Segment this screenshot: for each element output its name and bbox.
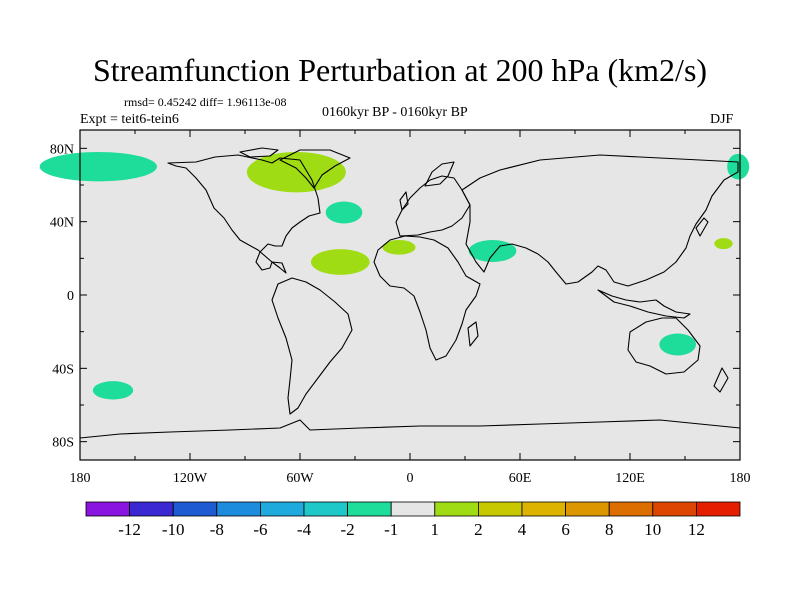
coast-australia bbox=[627, 317, 701, 375]
axis-ticks bbox=[79, 130, 741, 460]
colorbar-label: -2 bbox=[341, 520, 355, 539]
colorbar-swatch bbox=[434, 501, 479, 517]
stats-label: rmsd= 0.45242 diff= 1.96113e-08 bbox=[124, 95, 287, 109]
coast-scandinavia bbox=[424, 161, 455, 187]
coast-japan bbox=[695, 217, 709, 237]
coast-africa bbox=[373, 235, 481, 361]
colorbar-label: 6 bbox=[561, 520, 570, 539]
chart-title: Streamfunction Perturbation at 200 hPa (… bbox=[92, 52, 708, 88]
colorbar-label: 10 bbox=[644, 520, 661, 539]
season-label: DJF bbox=[710, 112, 734, 127]
colorbar-swatch bbox=[390, 501, 436, 517]
anomaly-pacific-positive bbox=[714, 238, 733, 250]
anomaly-alaska-negative bbox=[39, 152, 157, 182]
colorbar-label: -10 bbox=[162, 520, 185, 539]
anomaly-westafrica-positive bbox=[382, 240, 416, 255]
anomaly-northatlantic-negative bbox=[325, 201, 363, 224]
anomaly-greenland-positive bbox=[246, 152, 346, 193]
colorbar-label: 8 bbox=[605, 520, 614, 539]
colorbar-swatch bbox=[216, 501, 261, 517]
colorbar-label: 12 bbox=[688, 520, 705, 539]
anomaly-layer bbox=[39, 152, 750, 400]
anomaly-tropical-atlantic-positive bbox=[311, 249, 370, 275]
colorbar-swatch bbox=[347, 501, 392, 517]
lat-label: 40S bbox=[52, 362, 74, 377]
anomaly-arabia-negative bbox=[468, 240, 517, 262]
anomaly-southpacific-negative bbox=[92, 381, 134, 400]
coast-asia bbox=[461, 154, 739, 287]
coast-south-america bbox=[271, 277, 353, 415]
lon-label: 120W bbox=[173, 471, 208, 486]
colorbar-swatch bbox=[608, 501, 654, 517]
period-label: 0160kyr BP - 0160kyr BP bbox=[322, 105, 468, 120]
lat-label: 0 bbox=[67, 289, 74, 304]
coast-britain bbox=[399, 191, 409, 211]
colorbar-swatch bbox=[477, 501, 523, 517]
colorbar-label: -8 bbox=[210, 520, 224, 539]
coastlines bbox=[79, 147, 741, 439]
axis-labels: 80N 40N 0 40S 80S 180 120W 60W 0 60E 120E 180 bbox=[50, 142, 751, 486]
lon-label: 0 bbox=[407, 471, 414, 486]
lon-label: 180 bbox=[70, 471, 91, 486]
colorbar-swatch bbox=[565, 501, 610, 517]
coast-arctic-islands bbox=[239, 147, 279, 158]
colorbar: -12 -10 -8 -6 -4 -2 -1 1 2 4 6 8 10 12 bbox=[85, 501, 741, 539]
colorbar-label: 1 bbox=[431, 520, 440, 539]
lat-label: 80N bbox=[50, 142, 74, 157]
map-background bbox=[80, 130, 740, 460]
coast-antarctica bbox=[79, 419, 741, 439]
coast-madagascar bbox=[467, 321, 479, 347]
colorbar-swatch bbox=[172, 501, 218, 517]
colorbar-label: -12 bbox=[118, 520, 141, 539]
lat-label: 40N bbox=[50, 216, 74, 231]
colorbar-swatch bbox=[696, 501, 741, 517]
coast-indonesia bbox=[597, 289, 691, 319]
lon-label: 180 bbox=[730, 471, 751, 486]
colorbar-label: 4 bbox=[518, 520, 527, 539]
colorbar-swatch bbox=[521, 501, 566, 517]
colorbar-swatch bbox=[303, 501, 348, 517]
coast-new-zealand bbox=[713, 367, 729, 393]
colorbar-swatch bbox=[652, 501, 697, 517]
lon-label: 60W bbox=[286, 471, 314, 486]
colorbar-label: -1 bbox=[384, 520, 398, 539]
colorbar-label: -6 bbox=[253, 520, 267, 539]
colorbar-swatch bbox=[129, 501, 174, 517]
anomaly-australia-negative bbox=[659, 333, 697, 356]
coast-greenland bbox=[279, 149, 351, 189]
colorbar-label: -4 bbox=[297, 520, 312, 539]
coast-europe bbox=[395, 175, 471, 237]
colorbar-swatch bbox=[85, 501, 130, 517]
lon-label: 120E bbox=[615, 471, 645, 486]
lon-label: 60E bbox=[509, 471, 532, 486]
experiment-label: Expt = teit6-tein6 bbox=[80, 112, 179, 127]
colorbar-swatch bbox=[259, 501, 305, 517]
lat-label: 80S bbox=[52, 436, 74, 451]
colorbar-label: 2 bbox=[474, 520, 483, 539]
